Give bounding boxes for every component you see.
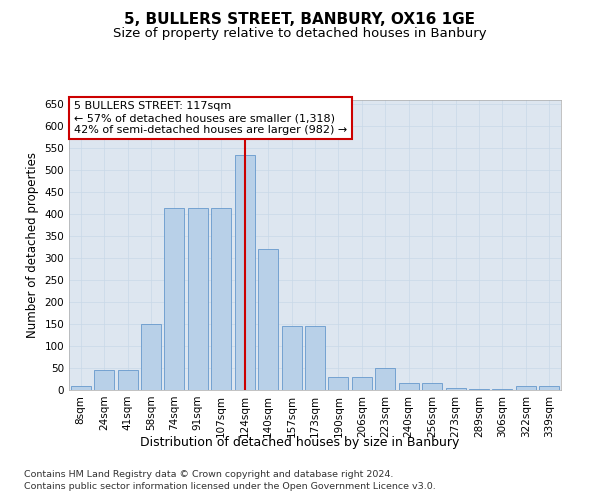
Bar — [469, 389, 489, 390]
Bar — [94, 370, 114, 390]
Bar — [305, 326, 325, 390]
Bar — [71, 386, 91, 390]
Bar — [422, 384, 442, 390]
Bar — [211, 208, 231, 390]
Bar — [539, 386, 559, 390]
Text: Contains public sector information licensed under the Open Government Licence v3: Contains public sector information licen… — [24, 482, 436, 491]
Bar — [258, 250, 278, 390]
Bar — [446, 388, 466, 390]
Bar — [352, 377, 372, 390]
Bar — [164, 208, 184, 390]
Bar — [493, 389, 512, 390]
Bar — [328, 377, 349, 390]
Bar — [376, 368, 395, 390]
Bar — [235, 155, 254, 390]
Bar — [281, 326, 302, 390]
Bar — [516, 386, 536, 390]
Text: Contains HM Land Registry data © Crown copyright and database right 2024.: Contains HM Land Registry data © Crown c… — [24, 470, 394, 479]
Text: 5 BULLERS STREET: 117sqm
← 57% of detached houses are smaller (1,318)
42% of sem: 5 BULLERS STREET: 117sqm ← 57% of detach… — [74, 102, 347, 134]
Text: Distribution of detached houses by size in Banbury: Distribution of detached houses by size … — [140, 436, 460, 449]
Bar — [399, 384, 419, 390]
Bar — [118, 370, 137, 390]
Y-axis label: Number of detached properties: Number of detached properties — [26, 152, 39, 338]
Bar — [188, 208, 208, 390]
Text: Size of property relative to detached houses in Banbury: Size of property relative to detached ho… — [113, 28, 487, 40]
Bar — [141, 324, 161, 390]
Text: 5, BULLERS STREET, BANBURY, OX16 1GE: 5, BULLERS STREET, BANBURY, OX16 1GE — [125, 12, 476, 28]
